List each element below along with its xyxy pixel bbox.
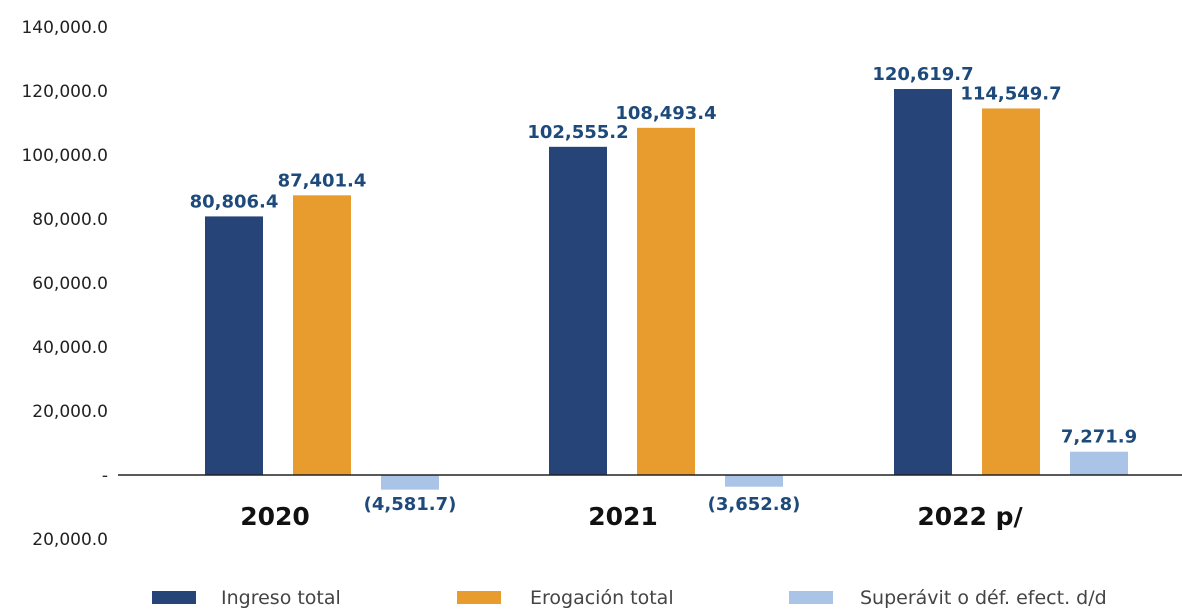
- bar-erogaci-n-total-2022p: [982, 108, 1040, 476]
- category-label: 2020: [240, 502, 310, 531]
- legend-label: Erogación total: [530, 587, 674, 609]
- x-axis: 2020 2021 2022 p/: [240, 502, 1023, 531]
- data-label: 120,619.7: [872, 64, 973, 85]
- category-label: 2021: [588, 502, 658, 531]
- data-label: 114,549.7: [960, 83, 1061, 104]
- legend-swatch: [789, 591, 833, 604]
- y-tick-label: 20,000.0: [32, 530, 108, 550]
- legend-swatch: [457, 591, 501, 604]
- y-axis: 140,000.0 120,000.0 100,000.0 80,000.0 60,00…: [21, 18, 108, 550]
- y-tick-label: 20,000.0: [32, 402, 108, 422]
- y-tick-label: 60,000.0: [32, 274, 108, 294]
- bar-erogaci-n-total-2020: [293, 195, 351, 475]
- y-tick-label: 100,000.0: [21, 146, 108, 166]
- bars: [205, 89, 1128, 490]
- legend: Ingreso total Erogación total Superávit o …: [152, 587, 1107, 609]
- data-label: (3,652.8): [708, 494, 801, 515]
- data-label: 102,555.2: [527, 122, 628, 143]
- data-label: 108,493.4: [615, 103, 716, 124]
- bar-ingreso-total-2021: [549, 146, 607, 475]
- bar-super-vit-o-d-f-efect-d-d-2022p: [1070, 451, 1128, 475]
- legend-swatch: [152, 591, 196, 604]
- legend-label: Ingreso total: [221, 587, 341, 609]
- category-label: 2022 p/: [917, 502, 1023, 531]
- data-labels: 80,806.4 102,555.2 120,619.7 87,401.4 108,49…: [190, 64, 1138, 515]
- y-tick-label: 140,000.0: [21, 18, 108, 38]
- data-label: 87,401.4: [278, 170, 367, 191]
- bar-super-vit-o-d-f-efect-d-d-2021: [725, 475, 783, 487]
- bar-ingreso-total-2022p: [894, 89, 952, 475]
- data-label: 7,271.9: [1061, 427, 1137, 448]
- bar-erogaci-n-total-2021: [637, 127, 695, 476]
- legend-label: Superávit o déf. efect. d/d: [860, 587, 1107, 609]
- y-tick-label: 80,000.0: [32, 210, 108, 230]
- data-label: (4,581.7): [364, 494, 457, 515]
- data-label: 80,806.4: [190, 191, 279, 212]
- y-tick-label: -: [102, 466, 108, 486]
- y-tick-label: 120,000.0: [21, 82, 108, 102]
- y-tick-label: 40,000.0: [32, 338, 108, 358]
- bar-super-vit-o-d-f-efect-d-d-2020: [381, 475, 439, 490]
- bar-ingreso-total-2020: [205, 216, 263, 475]
